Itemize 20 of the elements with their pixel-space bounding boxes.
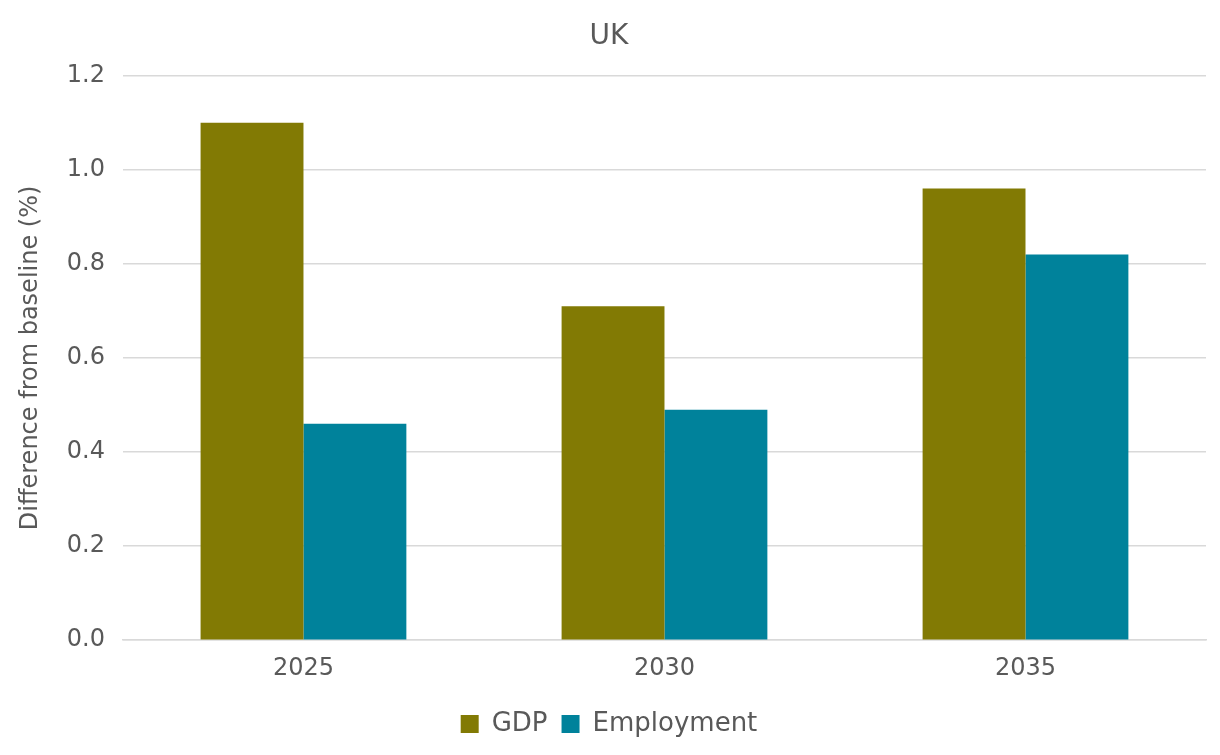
bar	[303, 423, 407, 640]
x-tick-label: 2030	[633, 652, 696, 681]
y-axis-title: Difference from baseline (%)	[14, 185, 43, 531]
x-tick-label: 2035	[994, 652, 1057, 681]
bar	[1025, 254, 1129, 640]
bar	[664, 409, 768, 640]
y-tick-label: 0.4	[66, 436, 105, 465]
legend-label: GDP	[491, 706, 548, 737]
x-tick-label: 2025	[272, 652, 335, 681]
bar	[922, 188, 1026, 640]
y-tick-label: 0.6	[66, 342, 105, 371]
y-tick-label: 1.2	[66, 59, 105, 88]
y-tick-label: 0.8	[66, 248, 105, 277]
legend-label: Employment	[592, 706, 758, 737]
y-tick-label: 0.2	[66, 530, 105, 559]
chart-title: UK	[589, 18, 630, 52]
y-tick-label: 0.0	[66, 624, 105, 653]
bar	[561, 306, 665, 640]
bar	[200, 122, 304, 640]
y-tick-label: 1.0	[66, 153, 105, 182]
